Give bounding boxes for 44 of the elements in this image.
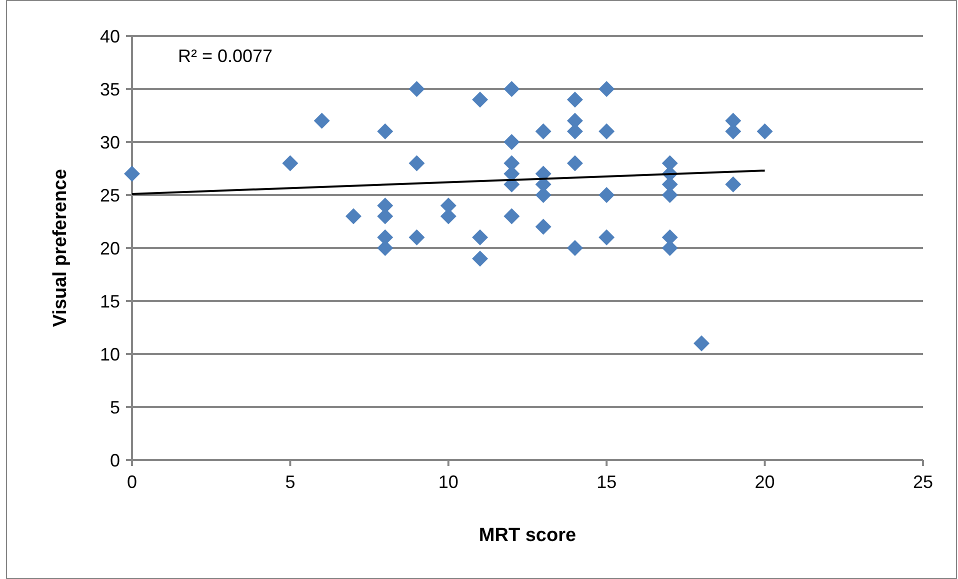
y-tick-label: 5 [110,397,120,418]
point [566,92,583,108]
y-tick-label: 40 [100,26,120,46]
y-tick-label: 10 [100,344,120,364]
point [694,335,710,352]
point [408,155,425,172]
point [408,229,425,246]
point [124,166,140,182]
y-tick-label: 20 [100,238,120,258]
point [345,208,362,224]
point [566,240,583,256]
y-tick-label: 15 [100,291,120,312]
point [598,229,615,246]
point [535,123,552,140]
point [756,123,773,140]
point [598,123,615,140]
point [377,123,394,140]
point [314,112,330,129]
point [282,155,298,172]
point [598,187,615,203]
point [504,134,520,150]
point [472,92,488,108]
point [472,250,488,267]
y-tick-label: 0 [110,450,120,470]
point [504,81,520,97]
point [598,81,615,97]
y-tick-label: 35 [100,79,120,100]
y-axis-title: Visual preference [50,168,71,328]
y-tick-label: 25 [100,185,120,206]
point [408,81,425,97]
point [725,176,742,192]
x-tick-label: 25 [912,472,934,492]
x-tick-label: 5 [285,472,296,492]
x-tick-label: 20 [754,472,775,492]
point [472,229,488,246]
y-tick-label: 30 [100,132,120,152]
x-tick-label: 0 [126,472,138,492]
x-axis-title: MRT score [478,525,576,546]
annotation: R² = 0.0077 [178,46,273,66]
x-tick-label: 10 [438,472,458,492]
point [535,218,552,235]
point [504,208,520,224]
point [566,155,583,172]
x-tick-label: 15 [596,472,617,492]
